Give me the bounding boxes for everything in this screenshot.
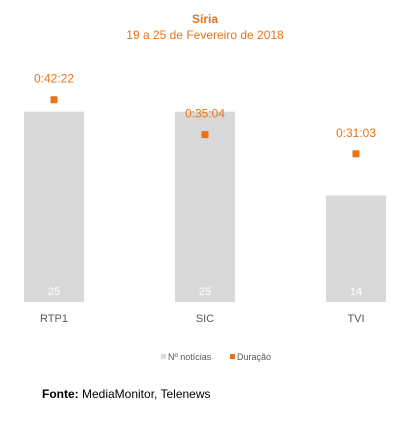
bar-tvi bbox=[326, 195, 386, 302]
duration-label: 0:31:03 bbox=[336, 126, 376, 140]
plot-area: 25 0:42:22 RTP1 25 0:35:04 SIC 14 0:31:03 TVI bbox=[24, 72, 386, 325]
duration-marker-tvi bbox=[352, 150, 360, 158]
category-label: TVI bbox=[347, 313, 364, 325]
legend-label: Duração bbox=[237, 352, 271, 362]
duration-marker-rtp1 bbox=[50, 96, 58, 104]
chart-title: Síria bbox=[192, 12, 218, 26]
duration-label: 0:42:22 bbox=[34, 72, 74, 86]
bar-sic bbox=[175, 111, 235, 302]
source-note: Fonte: MediaMonitor, Telenews bbox=[42, 387, 211, 401]
bar-value-label: 25 bbox=[48, 286, 60, 298]
source-label: Fonte: bbox=[42, 387, 79, 401]
legend: Nº notícias Duração bbox=[161, 352, 271, 362]
bar-value-label: 25 bbox=[199, 286, 211, 298]
legend-swatch bbox=[230, 354, 235, 359]
bar-rtp1 bbox=[24, 111, 84, 302]
duration-marker-sic bbox=[201, 131, 209, 139]
legend-swatch bbox=[161, 354, 166, 359]
source-text: MediaMonitor, Telenews bbox=[78, 387, 211, 401]
legend-label: Nº notícias bbox=[168, 352, 212, 362]
chart-subtitle: 19 a 25 de Fevereiro de 2018 bbox=[126, 28, 284, 42]
bar-value-label: 14 bbox=[350, 286, 362, 298]
duration-label: 0:35:04 bbox=[185, 107, 225, 121]
category-label: SIC bbox=[196, 313, 214, 325]
category-label: RTP1 bbox=[40, 313, 68, 325]
